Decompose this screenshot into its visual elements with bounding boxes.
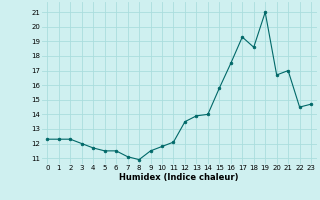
X-axis label: Humidex (Indice chaleur): Humidex (Indice chaleur) (119, 173, 239, 182)
